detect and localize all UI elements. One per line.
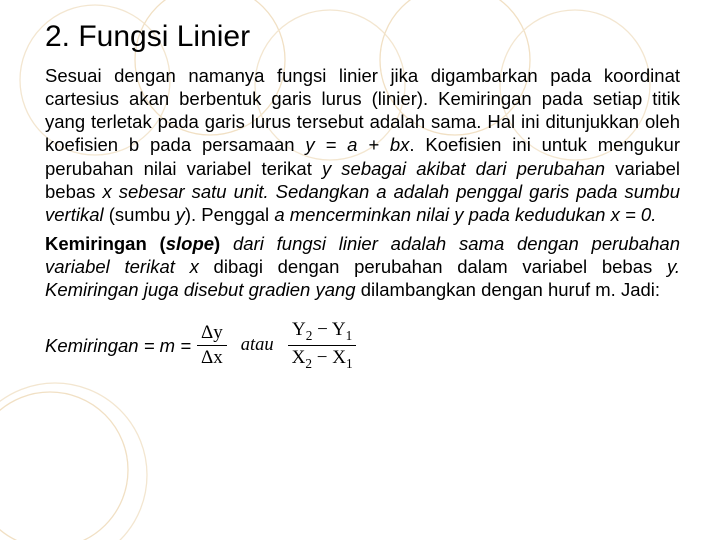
frac1-den: Δx: [197, 346, 227, 369]
frac1-num: Δy: [197, 322, 227, 346]
formula-or: atau: [241, 335, 274, 356]
frac2-den: X2 − X1: [288, 346, 357, 372]
paragraph-2: Kemiringan (slope) dari fungsi linier ad…: [45, 232, 680, 301]
frac2-num: Y2 − Y1: [288, 319, 356, 346]
fraction-delta: Δy Δx: [197, 322, 227, 369]
fraction-xy: Y2 − Y1 X2 − X1: [288, 319, 357, 372]
formula-label: Kemiringan = m =: [45, 335, 191, 357]
slide-content: 2. Fungsi Linier Sesuai dengan namanya f…: [0, 0, 720, 392]
slide-title: 2. Fungsi Linier: [45, 20, 680, 54]
paragraph-1: Sesuai dengan namanya fungsi linier jika…: [45, 64, 680, 226]
formula-row: Kemiringan = m = Δy Δx atau Y2 − Y1 X2 −…: [45, 319, 680, 372]
